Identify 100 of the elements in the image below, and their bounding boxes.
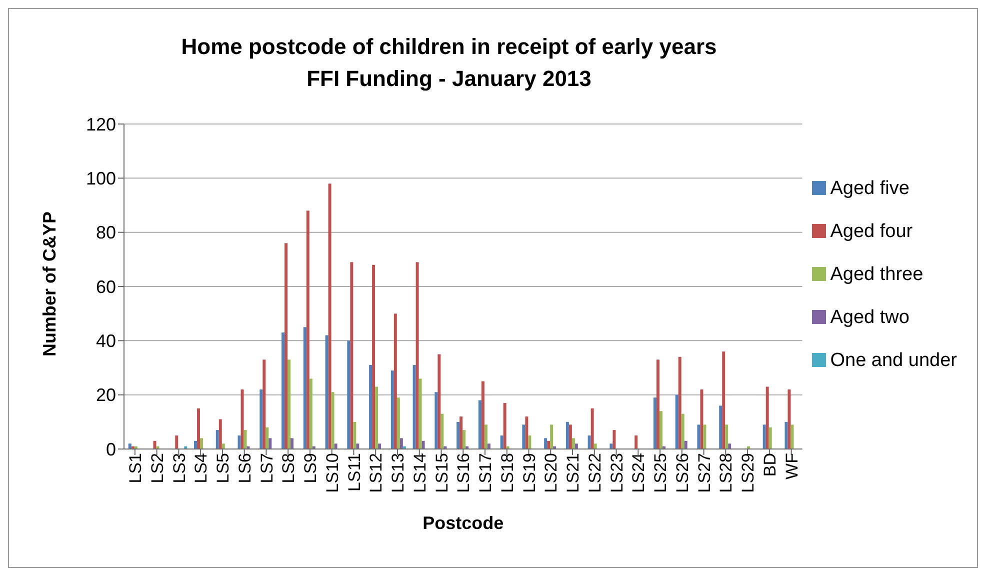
- x-tick-label: LS21: [564, 453, 583, 493]
- x-tick-label: LS1: [126, 453, 146, 484]
- bar: [262, 360, 266, 449]
- bar: [681, 414, 684, 449]
- bar: [418, 378, 422, 449]
- y-tick-label: 0: [106, 439, 116, 460]
- bar: [790, 424, 794, 449]
- bar: [697, 424, 700, 449]
- bar: [503, 402, 506, 449]
- bar: [266, 427, 269, 449]
- bar: [412, 365, 416, 449]
- bar: [268, 438, 272, 449]
- bar: [334, 444, 338, 449]
- bar: [462, 430, 466, 449]
- bar: [566, 422, 569, 449]
- legend-label: Aged three: [830, 264, 924, 284]
- x-tick-label: LS15: [432, 453, 452, 493]
- bar: [487, 444, 490, 449]
- bar: [328, 184, 332, 449]
- x-tick-label: LS6: [235, 453, 254, 484]
- bar: [369, 365, 372, 449]
- bar: [594, 444, 597, 449]
- y-tick-label: 40: [96, 331, 116, 352]
- bar: [306, 210, 310, 449]
- bar: [678, 356, 682, 449]
- bar: [522, 424, 526, 449]
- bar: [197, 408, 200, 449]
- bar: [194, 440, 198, 449]
- bar: [500, 435, 504, 449]
- x-tick-label: LS19: [520, 453, 539, 493]
- bar: [700, 389, 704, 449]
- bar: [396, 398, 400, 449]
- bar: [550, 424, 554, 449]
- bar: [309, 378, 312, 449]
- bar: [612, 430, 616, 449]
- x-tick-label: LS17: [476, 453, 496, 493]
- bar: [260, 389, 263, 449]
- bar: [784, 422, 788, 449]
- x-tick-label: LS22: [585, 453, 604, 493]
- bar: [460, 416, 463, 449]
- x-tick-label: WF: [782, 453, 802, 480]
- bar: [200, 438, 204, 449]
- bar: [390, 370, 394, 449]
- bar: [438, 354, 441, 449]
- bar: [378, 444, 382, 449]
- bar: [400, 438, 403, 449]
- x-tick-label: LS27: [694, 453, 714, 493]
- bar: [416, 262, 419, 449]
- bar: [572, 438, 575, 449]
- bar: [544, 438, 548, 449]
- x-tick-label: LS5: [214, 453, 233, 484]
- bar: [347, 340, 350, 449]
- bar: [282, 332, 285, 449]
- bar: [766, 386, 769, 449]
- bar: [481, 381, 484, 449]
- x-tick-label: LS12: [366, 453, 386, 493]
- bar: [434, 392, 438, 449]
- bar: [659, 411, 662, 449]
- x-tick-label: LS18: [498, 453, 517, 493]
- legend-label: Aged five: [830, 178, 910, 198]
- bar: [456, 422, 460, 449]
- bar: [610, 444, 613, 449]
- x-tick-label: LS10: [322, 453, 342, 493]
- bar: [290, 438, 294, 449]
- y-tick-label: 20: [96, 385, 116, 406]
- legend-label: Aged four: [830, 220, 913, 242]
- bar: [568, 424, 572, 449]
- bar: [478, 400, 482, 449]
- bar: [422, 440, 425, 449]
- bar: [675, 394, 678, 449]
- x-tick-label: LS7: [257, 453, 276, 484]
- bar: [525, 416, 528, 449]
- bar: [728, 444, 732, 449]
- x-tick-label: LS24: [629, 453, 648, 493]
- bar: [788, 389, 791, 449]
- bar: [547, 440, 550, 449]
- legend-label: One and under: [830, 350, 957, 370]
- x-tick-label: LS20: [542, 453, 561, 493]
- x-tick-label: LS4: [192, 453, 211, 484]
- bar: [725, 424, 728, 449]
- bar: [375, 386, 378, 449]
- bar: [574, 444, 578, 449]
- x-tick-label: LS25: [651, 453, 670, 493]
- bar: [653, 398, 656, 449]
- x-tick-label: LS2: [148, 453, 167, 484]
- x-tick-label: LS29: [738, 453, 758, 493]
- x-tick-label: LS3: [170, 453, 189, 484]
- bar: [175, 435, 178, 449]
- y-tick-label: 80: [96, 222, 116, 243]
- x-tick-label: LS11: [344, 453, 364, 492]
- bar: [128, 444, 132, 449]
- bar: [372, 264, 376, 449]
- bar: [684, 440, 688, 449]
- bar: [222, 444, 225, 449]
- bar: [394, 314, 397, 449]
- bar: [528, 435, 532, 449]
- x-tick-label: LS28: [716, 453, 736, 493]
- bar: [350, 262, 354, 449]
- bar: [325, 335, 328, 449]
- bar: [768, 427, 772, 449]
